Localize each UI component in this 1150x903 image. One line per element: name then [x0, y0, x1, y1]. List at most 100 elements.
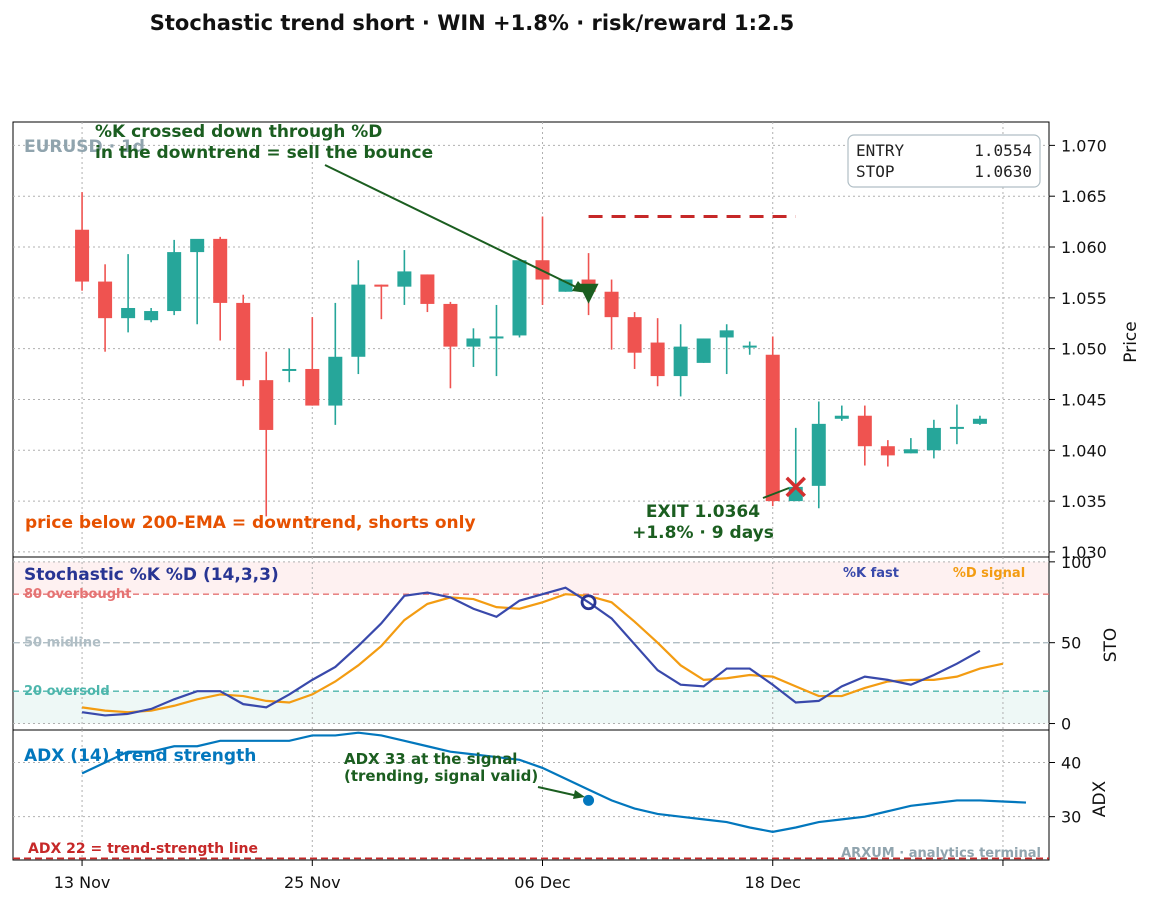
candle-body [259, 380, 274, 430]
y-tick-label: 100 [1061, 553, 1092, 572]
candle-body [926, 427, 941, 451]
stochastic-panel: 80 overbought 50 midline 20 oversold Stoch… [12, 553, 1121, 734]
candle-body [742, 345, 757, 348]
overbought-zone [14, 561, 1048, 595]
candle-body [512, 260, 527, 336]
candle [397, 250, 412, 305]
adx-gridlines [13, 730, 1049, 860]
y-tick-label: 1.045 [1061, 390, 1107, 409]
adx-panel-frame [12, 729, 1050, 861]
y-tick-label: 30 [1061, 808, 1081, 827]
candle-body [627, 317, 642, 353]
candle-body [190, 238, 205, 253]
candle-body [98, 281, 113, 319]
x-tick-label: 25 Nov [284, 873, 341, 892]
y-tick-label: 1.035 [1061, 492, 1107, 511]
candle [604, 279, 619, 350]
candle [305, 317, 320, 406]
adx-y-label: ADX [1090, 780, 1110, 817]
candle [742, 341, 757, 355]
footer-watermark: ARXUM · analytics terminal [841, 846, 1041, 861]
candle-body [719, 330, 734, 338]
adx-signal-point [583, 794, 595, 806]
candle-body [466, 338, 481, 347]
candle-body [374, 284, 389, 287]
adx-y-axis: 30 40 [1049, 754, 1081, 827]
legend-d-signal: %D signal [953, 566, 1025, 581]
adx-annotation-line1: ADX 33 at the signal [344, 750, 517, 768]
signal-annotation-arrow [324, 164, 581, 290]
candles [75, 192, 987, 517]
stochastic-gridlines [13, 557, 1049, 730]
candle-body [420, 274, 435, 304]
adx-title: ADX (14) trend strength [24, 746, 256, 766]
exit-marker-stroke [785, 476, 806, 498]
entry-stop-info-box: ENTRY 1.0554 STOP 1.0630 [847, 134, 1041, 188]
candle [98, 264, 113, 352]
adx-line [81, 731, 1027, 833]
candle-body [903, 449, 918, 454]
candle [489, 304, 504, 377]
adx-line-group [81, 731, 1027, 833]
x-tick-label: 18 Dec [745, 873, 801, 892]
candle [466, 328, 481, 367]
stochastic-series-line [81, 593, 1004, 714]
y-tick-label: 50 [1061, 634, 1081, 653]
candle [236, 294, 251, 387]
trend-note: price below 200-EMA = downtrend, shorts … [25, 513, 476, 533]
stochastic-title: Stochastic %K %D (14,3,3) [24, 565, 279, 585]
candle [190, 238, 205, 325]
y-tick-label: 0 [1061, 715, 1071, 734]
stochastic-y-axis: 0 50 100 [1049, 553, 1092, 734]
x-tick-label: 13 Nov [54, 873, 111, 892]
candle [213, 236, 228, 341]
signal-annotation-line1: %K crossed down through %D [95, 122, 382, 142]
cross-marker [580, 594, 597, 611]
price-panel: EURUSD · 1d %K crossed down through %D i… [12, 121, 1141, 562]
candle-body [144, 311, 159, 321]
legend-k-fast: %K fast [843, 566, 899, 581]
signal-annotation-arrowhead [572, 281, 588, 293]
adx-panel: ADX (14) trend strength ADX 33 at the si… [12, 729, 1110, 861]
candle-body [696, 338, 711, 363]
info-stop-value: 1.0630 [974, 162, 1032, 181]
y-tick-label: 1.060 [1061, 238, 1107, 257]
candle-body [213, 238, 228, 303]
candle-body [972, 418, 987, 424]
price-y-axis: 1.030 1.035 1.040 1.045 1.050 1.055 1.060 1.065… [1049, 136, 1107, 562]
exit-annotation-arrow [762, 487, 790, 499]
exit-annotation-line1: EXIT 1.0364 [646, 502, 760, 522]
y-tick-label: 1.055 [1061, 289, 1107, 308]
stochastic-lines [81, 586, 1004, 717]
candle [903, 438, 918, 454]
candle-body [811, 423, 826, 486]
candle [75, 192, 90, 291]
exit-annotation-line2: +1.8% · 9 days [632, 523, 774, 543]
level-label: 50 midline [24, 636, 101, 651]
candle [259, 351, 274, 517]
candle [144, 307, 159, 323]
candle [420, 274, 435, 313]
candle [627, 312, 642, 369]
candle-body [604, 291, 619, 318]
candle-body [443, 303, 458, 347]
candle [121, 254, 136, 333]
candle [765, 336, 780, 507]
info-entry-label: ENTRY [856, 141, 905, 160]
candle-body [765, 354, 780, 502]
candle-body [834, 415, 849, 419]
price-y-label: Price [1121, 321, 1141, 362]
candle [650, 318, 665, 387]
candle [811, 401, 826, 509]
adx-threshold-label: ADX 22 = trend-strength line [28, 841, 258, 857]
y-tick-label: 1.065 [1061, 187, 1107, 206]
candle [926, 419, 941, 459]
signal-annotation-line2: in the downtrend = sell the bounce [95, 143, 433, 163]
candle [351, 260, 366, 375]
stochastic-cross-marker-group [580, 594, 597, 611]
candle-body [305, 368, 320, 406]
chart-title: Stochastic trend short · WIN +1.8% · ris… [150, 11, 795, 35]
stochastic-series-line [81, 586, 981, 717]
candle-body [650, 342, 665, 377]
